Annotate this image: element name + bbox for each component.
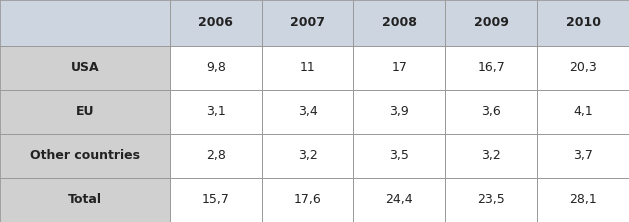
Bar [170,0,262,46]
Text: 3,9: 3,9 [389,105,409,118]
Bar [445,134,537,178]
Bar [445,0,537,46]
Text: 2,8: 2,8 [206,149,226,162]
Text: 2006: 2006 [198,16,233,29]
Bar [262,46,353,90]
Text: 9,8: 9,8 [206,61,226,74]
Text: EU: EU [75,105,94,118]
Bar [170,90,262,134]
Bar [537,178,629,222]
Bar [445,46,537,90]
Bar [170,46,262,90]
Text: 2008: 2008 [382,16,417,29]
Bar [0,46,170,90]
Bar [170,134,262,178]
Text: Total: Total [68,193,102,206]
Bar [0,0,170,46]
Text: 2010: 2010 [565,16,601,29]
Text: 3,4: 3,4 [298,105,318,118]
Text: 3,2: 3,2 [481,149,501,162]
Text: 11: 11 [299,61,316,74]
Bar [445,90,537,134]
Text: 17: 17 [391,61,408,74]
Text: 20,3: 20,3 [569,61,597,74]
Text: 2009: 2009 [474,16,509,29]
Text: 15,7: 15,7 [202,193,230,206]
Bar [353,46,445,90]
Text: 23,5: 23,5 [477,193,505,206]
Bar [537,46,629,90]
Bar [262,0,353,46]
Bar [0,90,170,134]
Text: 4,1: 4,1 [573,105,593,118]
Text: 3,6: 3,6 [481,105,501,118]
Bar [170,178,262,222]
Text: 3,5: 3,5 [389,149,409,162]
Text: 28,1: 28,1 [569,193,597,206]
Text: USA: USA [70,61,99,74]
Bar [0,178,170,222]
Bar [537,134,629,178]
Bar [0,134,170,178]
Bar [353,90,445,134]
Text: 3,7: 3,7 [573,149,593,162]
Text: 3,1: 3,1 [206,105,226,118]
Bar [353,134,445,178]
Bar [537,0,629,46]
Text: 3,2: 3,2 [298,149,318,162]
Text: 24,4: 24,4 [386,193,413,206]
Text: Other countries: Other countries [30,149,140,162]
Bar [537,90,629,134]
Bar [262,90,353,134]
Bar [262,178,353,222]
Text: 17,6: 17,6 [294,193,321,206]
Text: 16,7: 16,7 [477,61,505,74]
Bar [445,178,537,222]
Text: 2007: 2007 [290,16,325,29]
Bar [262,134,353,178]
Bar [353,0,445,46]
Bar [353,178,445,222]
